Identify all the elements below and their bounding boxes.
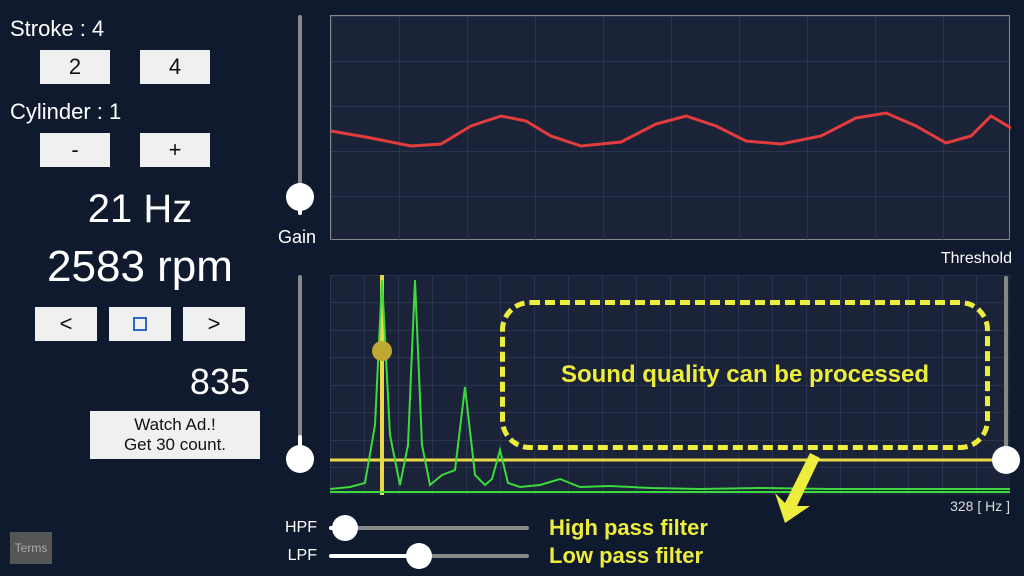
stop-icon bbox=[133, 317, 147, 331]
cylinder-minus-button[interactable]: - bbox=[40, 133, 110, 167]
lpf-thumb[interactable] bbox=[406, 543, 432, 569]
lpf-row: LPF Low pass filter bbox=[275, 544, 1010, 568]
threshold-label: Threshold bbox=[941, 250, 1012, 268]
stroke-4-button[interactable]: 4 bbox=[140, 50, 210, 84]
rpm-value: 2583 rpm bbox=[10, 242, 270, 292]
spectrum-chart bbox=[330, 275, 1010, 495]
ad-line1: Watch Ad.! bbox=[90, 415, 260, 435]
counter-value: 835 bbox=[10, 361, 270, 403]
left-freq-slider[interactable] bbox=[280, 275, 320, 495]
cylinder-buttons: - + bbox=[40, 133, 270, 167]
freq-thumb[interactable] bbox=[286, 445, 314, 473]
lpf-slider[interactable] bbox=[329, 554, 529, 558]
terms-button[interactable]: Terms bbox=[10, 532, 52, 564]
frequency-value: 21 Hz bbox=[10, 187, 270, 232]
hpf-label: HPF bbox=[275, 519, 317, 537]
cylinder-label: Cylinder : 1 bbox=[10, 99, 270, 125]
hpf-thumb[interactable] bbox=[332, 515, 358, 541]
threshold-thumb[interactable] bbox=[992, 446, 1020, 474]
threshold-slider[interactable] bbox=[996, 276, 1016, 491]
cylinder-plus-button[interactable]: + bbox=[140, 133, 210, 167]
hz-scale-label: 328 [ Hz ] bbox=[950, 498, 1010, 514]
spectrum-svg bbox=[330, 275, 1010, 495]
prev-button[interactable]: < bbox=[35, 307, 97, 341]
next-button[interactable]: > bbox=[183, 307, 245, 341]
lpf-annotation: Low pass filter bbox=[549, 543, 703, 569]
hpf-slider[interactable] bbox=[329, 526, 529, 530]
stop-button[interactable] bbox=[109, 307, 171, 341]
ad-line2: Get 30 count. bbox=[90, 435, 260, 455]
playback-controls: < > bbox=[10, 307, 270, 341]
waveform-svg bbox=[331, 16, 1011, 241]
left-control-panel: Stroke : 4 2 4 Cylinder : 1 - + 21 Hz 25… bbox=[10, 10, 270, 459]
gain-slider[interactable]: Gain bbox=[280, 15, 320, 255]
hpf-annotation: High pass filter bbox=[549, 515, 708, 541]
stroke-buttons: 2 4 bbox=[40, 50, 270, 84]
waveform-chart bbox=[330, 15, 1010, 240]
stroke-2-button[interactable]: 2 bbox=[40, 50, 110, 84]
lpf-label: LPF bbox=[275, 547, 317, 565]
stroke-label: Stroke : 4 bbox=[10, 16, 270, 42]
gain-thumb[interactable] bbox=[286, 183, 314, 211]
gain-label: Gain bbox=[278, 227, 316, 248]
hpf-row: HPF High pass filter bbox=[275, 516, 1010, 540]
freq-track bbox=[298, 275, 302, 465]
threshold-track bbox=[1004, 276, 1008, 466]
watch-ad-button[interactable]: Watch Ad.! Get 30 count. bbox=[90, 411, 260, 459]
